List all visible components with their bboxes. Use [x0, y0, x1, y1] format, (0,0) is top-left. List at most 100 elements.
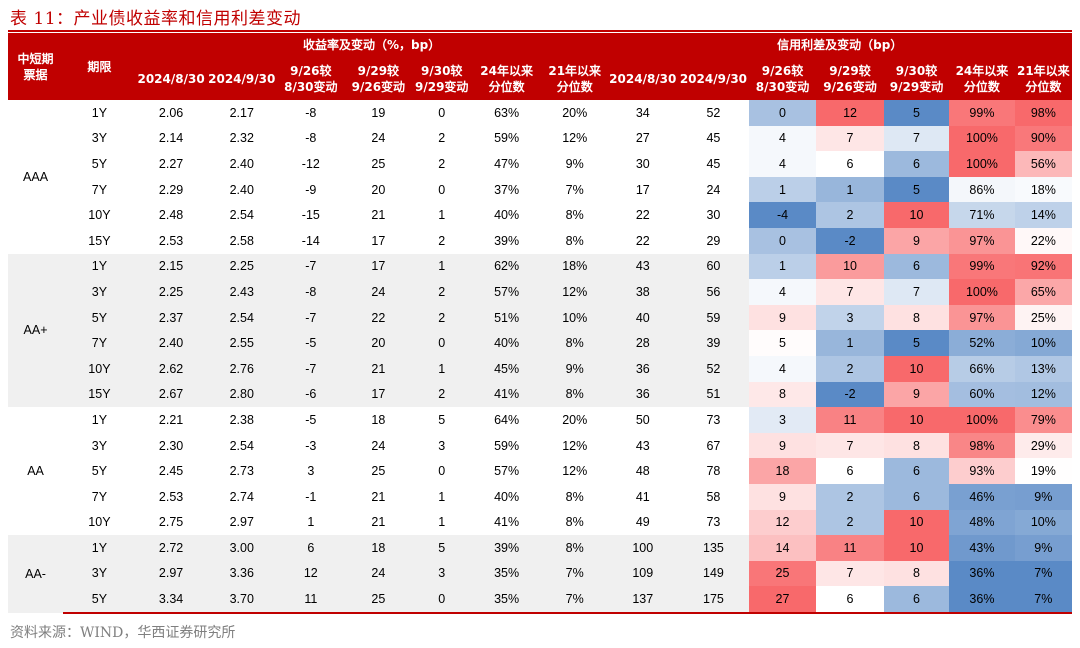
- heat-cell-sc1: 4: [748, 125, 817, 152]
- cell-y1: 2.73: [206, 458, 278, 484]
- heat-cell-sc1: 9: [748, 304, 817, 331]
- heat-cell-sp21: 25%: [1014, 304, 1072, 331]
- cell-y1: 2.58: [206, 227, 278, 254]
- cell-y0: 2.67: [135, 381, 207, 408]
- cell-yc3: 2: [412, 125, 472, 152]
- cell-y1: 2.76: [206, 355, 278, 382]
- table-title: 表 11：产业债收益率和信用利差变动: [10, 9, 302, 29]
- table-row: AA+ 1Y 2.15 2.25 -7 17 1 62% 18% 43 60 1 10 6 99% 92%: [8, 253, 1072, 408]
- cell-yp21: 8%: [541, 227, 608, 254]
- cell-yp24: 41%: [471, 509, 542, 536]
- rating-group-aaa: AAA 1Y 2.06 2.17 -8 19 0 63% 20% 34 52 0 12 5 99% 98% 3Y…: [8, 100, 1072, 254]
- heat-cell-sc2: 2: [816, 202, 884, 228]
- term-cell: 10Y: [63, 202, 136, 228]
- heat-cell-sp24: 99%: [949, 253, 1015, 280]
- subheader-row: 2024/8/30 2024/9/30 9/26较 8/30变动 9/29较 9/26变动…: [8, 57, 1072, 100]
- cell-s0: 43: [607, 432, 679, 459]
- heat-cell-sc2: 10: [816, 253, 884, 280]
- cell-yp21: 8%: [541, 483, 608, 510]
- cell-y0: 2.45: [135, 458, 207, 484]
- table-header: 中短期 票据 期限 收益率及变动（%，bp） 信用利差及变动（bp） 2024/8…: [8, 33, 1072, 100]
- heat-cell-sp21: 10%: [1014, 509, 1072, 536]
- cell-y1: 2.54: [206, 304, 278, 331]
- cell-s0: 27: [607, 125, 679, 152]
- cell-yc1: -8: [277, 279, 345, 305]
- heat-cell-sc1: 14: [748, 535, 817, 561]
- cell-y1: 2.55: [206, 330, 278, 356]
- cell-yp24: 63%: [471, 100, 542, 126]
- cell-y0: 2.25: [135, 279, 207, 305]
- cell-y1: 2.40: [206, 176, 278, 203]
- cell-yc2: 17: [344, 227, 413, 254]
- heat-cell-sc1: 0: [748, 100, 817, 126]
- cell-s0: 41: [607, 483, 679, 510]
- cell-s1: 29: [678, 227, 749, 254]
- cell-s0: 34: [607, 100, 679, 126]
- heat-cell-sc3: 8: [883, 432, 950, 459]
- heat-cell-sc1: 5: [748, 330, 817, 356]
- heat-cell-sp21: 7%: [1014, 560, 1072, 587]
- header-yield-group: 收益率及变动（%，bp）: [135, 33, 608, 57]
- subheader-s0: 2024/8/30: [607, 57, 679, 100]
- cell-yc3: 2: [412, 304, 472, 331]
- heat-cell-sc1: 9: [748, 432, 817, 459]
- subheader-y0: 2024/8/30: [135, 57, 207, 100]
- heat-cell-sp21: 90%: [1014, 125, 1072, 152]
- heat-cell-sc1: 25: [748, 560, 817, 587]
- cell-s0: 22: [607, 202, 679, 228]
- cell-yp21: 9%: [541, 355, 608, 382]
- cell-y0: 2.40: [135, 330, 207, 356]
- cell-yp21: 18%: [541, 253, 608, 280]
- subheader-yp24: 24年以来 分位数: [471, 57, 542, 100]
- term-cell: 1Y: [63, 535, 136, 561]
- cell-yc2: 24: [344, 560, 413, 587]
- heat-cell-sc2: 2: [816, 509, 884, 536]
- cell-y0: 2.72: [135, 535, 207, 561]
- heat-cell-sc2: 2: [816, 355, 884, 382]
- table-row: AAA 1Y 2.06 2.17 -8 19 0 63% 20% 34 52 0 12 5 99% 98%: [8, 100, 1072, 254]
- heat-cell-sc3: 6: [883, 458, 950, 484]
- cell-y0: 2.75: [135, 509, 207, 536]
- heat-cell-sc3: 7: [883, 279, 950, 305]
- cell-yc1: -8: [277, 100, 345, 126]
- cell-yc1: -9: [277, 176, 345, 203]
- rating-group-aa-plus: AA+ 1Y 2.15 2.25 -7 17 1 62% 18% 43 60 1 10 6 99% 92% 3Y…: [8, 253, 1072, 408]
- heat-cell-sc2: 6: [816, 458, 884, 484]
- cell-yc2: 24: [344, 432, 413, 459]
- table-row: 7Y 2.40 2.55 -5 20 0 40% 8% 28 39 5 1 5 52% 10%: [8, 330, 1072, 356]
- heat-cell-sc3: 8: [883, 304, 950, 331]
- table-row: 5Y 3.34 3.70 11 25 0 35% 7% 137 175 27 6 6 36% 7%: [8, 586, 1072, 614]
- cell-y1: 2.43: [206, 279, 278, 305]
- cell-yc2: 17: [344, 253, 413, 280]
- cell-yp24: 37%: [471, 176, 542, 203]
- heat-cell-sc1: 3: [748, 407, 817, 433]
- cell-y0: 2.21: [135, 407, 207, 433]
- cell-yp24: 45%: [471, 355, 542, 382]
- heat-cell-sc2: 12: [816, 100, 884, 126]
- cell-s0: 36: [607, 381, 679, 408]
- cell-y0: 2.15: [135, 253, 207, 280]
- cell-s1: 51: [678, 381, 749, 408]
- heat-cell-sc2: 11: [816, 407, 884, 433]
- term-cell: 15Y: [63, 381, 136, 408]
- heat-cell-sp21: 29%: [1014, 432, 1072, 459]
- cell-yp24: 59%: [471, 432, 542, 459]
- heat-cell-sp24: 46%: [949, 483, 1015, 510]
- heat-cell-sp21: 14%: [1014, 202, 1072, 228]
- rating-label: AA+: [8, 253, 64, 408]
- cell-yc1: -5: [277, 330, 345, 356]
- heat-cell-sc3: 5: [883, 176, 950, 203]
- heat-cell-sp21: 19%: [1014, 458, 1072, 484]
- heat-cell-sc2: 3: [816, 304, 884, 331]
- cell-yc2: 20: [344, 330, 413, 356]
- heat-cell-sp24: 43%: [949, 535, 1015, 561]
- cell-yp21: 12%: [541, 125, 608, 152]
- cell-yp21: 20%: [541, 407, 608, 433]
- heat-cell-sc3: 10: [883, 202, 950, 228]
- cell-yp21: 8%: [541, 535, 608, 561]
- heat-cell-sc3: 9: [883, 227, 950, 254]
- term-cell: 5Y: [63, 151, 136, 177]
- table-row: 5Y 2.27 2.40 -12 25 2 47% 9% 30 45 4 6 6 100% 56%: [8, 151, 1072, 177]
- cell-yp21: 9%: [541, 151, 608, 177]
- cell-yp21: 12%: [541, 279, 608, 305]
